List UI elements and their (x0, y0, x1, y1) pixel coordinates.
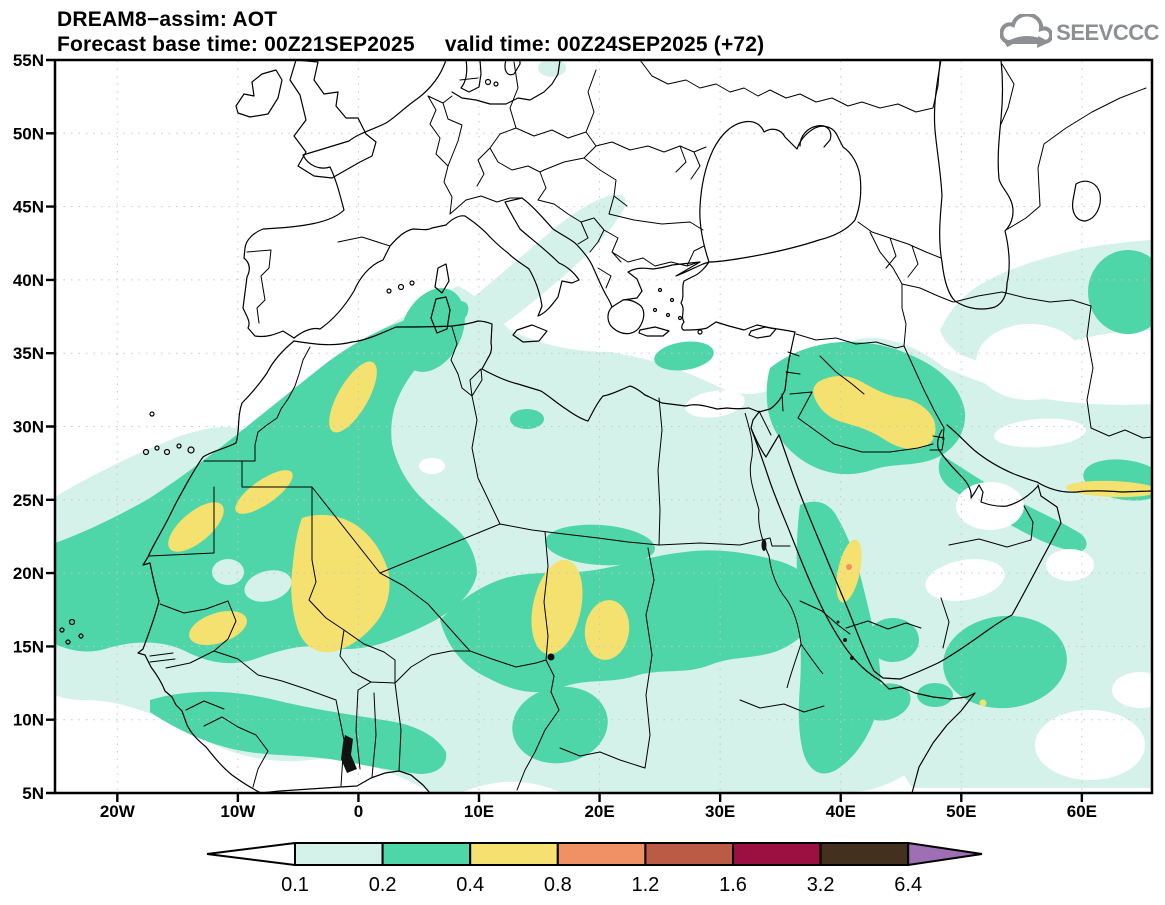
graticule-group (56, 61, 1151, 792)
cloud-arrow-icon (1000, 14, 1053, 48)
colorbar-cell (556, 842, 647, 866)
lat-label: 35N (13, 344, 44, 363)
colorbar-cell (294, 842, 384, 866)
colorbar-cell (732, 842, 822, 866)
colorbar-arrow-right (907, 841, 983, 867)
country-borders (148, 60, 1152, 791)
lon-label: 0 (354, 802, 363, 821)
lon-label: 60E (1067, 802, 1097, 821)
nile-river (744, 412, 824, 689)
colorbar-cell (644, 842, 735, 866)
lon-label: 20E (584, 802, 614, 821)
lat-label: 10N (13, 711, 44, 730)
lon-label: 50E (946, 802, 976, 821)
plot-subtitle: Forecast base time: 00Z21SEP2025 valid t… (57, 33, 765, 56)
colorbar-cell (381, 842, 472, 866)
lat-label: 50N (13, 124, 44, 143)
seevccc-logo: SEEVCCC (1000, 14, 1159, 52)
contour-aot-0p1-holes (212, 559, 292, 602)
lat-label: 25N (13, 491, 44, 510)
colorbar-arrow-left (206, 841, 296, 867)
axis-labels-group: 55N 50N 45N 40N 35N 30N 25N 20N 15N 10N 5N 20W 10W 0 1… (13, 51, 1097, 821)
plot-title: DREAM8−assim: AOT (57, 8, 278, 31)
colorbar-label: 0.8 (544, 874, 572, 896)
lon-label: 40E (826, 802, 856, 821)
lat-label: 15N (13, 637, 44, 656)
lon-label: 20W (100, 802, 136, 821)
lat-label: 45N (13, 198, 44, 217)
small-islands (59, 78, 703, 645)
colorbar-label: 0.2 (369, 874, 397, 896)
lat-label: 20N (13, 564, 44, 583)
colorbar-label: 1.2 (631, 874, 659, 896)
lakes (341, 539, 854, 773)
axis-ticks-group (46, 58, 1084, 802)
graticule (56, 61, 1151, 792)
colorbar-label: 0.1 (281, 874, 309, 896)
coastlines (137, 60, 1152, 793)
colorbar-label: 3.2 (807, 874, 835, 896)
colorbar-cell (819, 842, 910, 866)
lat-label: 40N (13, 271, 44, 290)
colorbar-label: 1.6 (719, 874, 747, 896)
contour-aot-0p4 (168, 361, 1152, 707)
logo-text: SEEVCCC (1056, 20, 1159, 45)
lat-label: 55N (13, 51, 44, 70)
lon-label: 10W (220, 802, 256, 821)
colorbar-label: 0.4 (456, 874, 484, 896)
contour-below-0p1-holes (419, 324, 1152, 780)
axis-tick-marks (46, 58, 1084, 802)
colorbar-cell (469, 842, 559, 866)
lat-label: 5N (22, 784, 44, 803)
lat-label: 30N (13, 418, 44, 437)
colorbar-label: 6.4 (894, 874, 922, 896)
lon-label: 30E (705, 802, 735, 821)
lon-label: 10E (464, 802, 494, 821)
contour-aot-0p8-spot (846, 564, 852, 570)
colorbar: 0.1 0.2 0.4 0.8 1.2 1.6 3.2 6.4 (206, 841, 983, 896)
